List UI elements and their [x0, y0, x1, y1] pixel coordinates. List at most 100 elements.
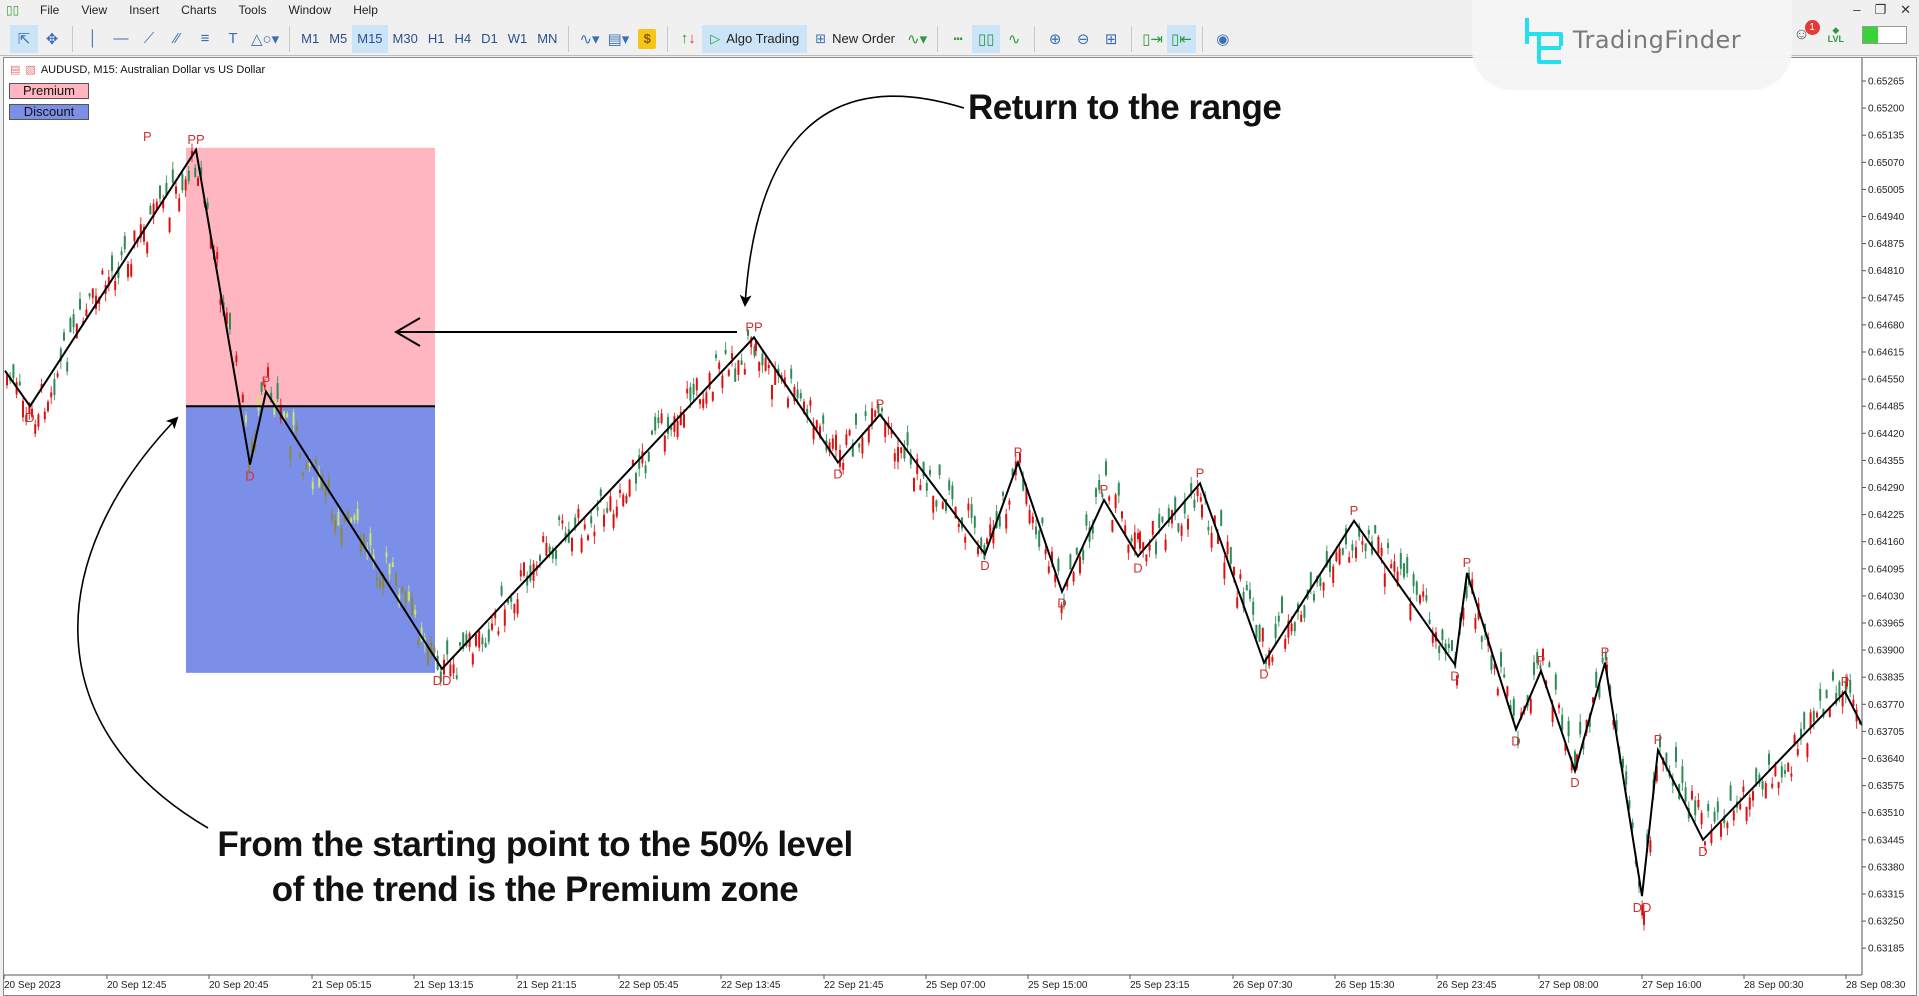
- price-tick: 0.65200: [1868, 104, 1905, 115]
- play-icon: ▷: [710, 30, 721, 46]
- premium-legend-button[interactable]: Premium: [9, 83, 89, 99]
- new-order-button[interactable]: ⊞ New Order: [815, 30, 896, 47]
- dollar-icon[interactable]: $: [633, 25, 661, 53]
- price-tick: 0.63640: [1868, 754, 1905, 765]
- text-icon[interactable]: T: [228, 30, 238, 47]
- timeframe-m30[interactable]: M30: [392, 31, 418, 46]
- chart-list-icon[interactable]: ▤: [10, 64, 21, 76]
- vertical-line-icon[interactable]: │: [88, 30, 98, 47]
- toolbar-separator: [667, 25, 669, 52]
- crosshair-icon[interactable]: ✥: [45, 30, 59, 48]
- trendline-icon[interactable]: ⟋: [143, 30, 155, 47]
- indicators-icon[interactable]: ∿▾: [579, 30, 600, 48]
- price-tick: 0.64550: [1868, 375, 1905, 386]
- templates-icon[interactable]: ▤▾: [607, 30, 630, 48]
- time-tick: 22 Sep 13:45: [721, 980, 781, 991]
- peak-label: P: [1463, 555, 1472, 570]
- restore-icon[interactable]: ❐: [1874, 2, 1887, 17]
- tile-windows-icon[interactable]: ⊞: [1104, 30, 1118, 48]
- candlestick-icon[interactable]: ▯▯: [972, 24, 1001, 53]
- price-tick: 0.64030: [1868, 591, 1905, 602]
- timeframe-mn[interactable]: MN: [537, 31, 558, 46]
- new-order-icon: ⊞: [815, 30, 827, 46]
- toolbar-separator: [1131, 25, 1133, 52]
- dip-label: D: [980, 558, 989, 573]
- price-tick: 0.65070: [1868, 158, 1905, 169]
- account-tools: ☺ 1 ◆ LVL: [1793, 20, 1907, 44]
- time-tick: 27 Sep 16:00: [1642, 980, 1702, 991]
- timeframe-h4[interactable]: H4: [454, 31, 472, 46]
- autoscroll-icon[interactable]: ▯⇥: [1142, 30, 1163, 48]
- menu-bar: ▯▯ File View Insert Charts Tools Window …: [0, 0, 1919, 20]
- return-to-range-annotation: Return to the range: [968, 88, 1282, 127]
- brand-name: TradingFinder: [1572, 26, 1742, 54]
- menu-window[interactable]: Window: [288, 3, 332, 17]
- screenshot-icon[interactable]: ◉: [1216, 30, 1230, 48]
- timeframe-h1[interactable]: H1: [427, 31, 445, 46]
- time-tick: 26 Sep 15:30: [1335, 980, 1395, 991]
- signals-icon[interactable]: ∿▾: [907, 30, 928, 48]
- level-icon[interactable]: ◆ LVL: [1827, 25, 1844, 44]
- timeframe-m5[interactable]: M5: [329, 31, 348, 46]
- peak-label: P: [262, 374, 271, 389]
- dip-label: D: [1698, 844, 1707, 859]
- time-tick: 28 Sep 08:30: [1846, 980, 1906, 991]
- window-controls: – ❐ ✕: [1853, 2, 1911, 18]
- menu-insert[interactable]: Insert: [129, 3, 160, 17]
- channel-icon[interactable]: ⁄⁄: [174, 30, 180, 47]
- peak-label: P: [1537, 653, 1546, 668]
- menu-charts[interactable]: Charts: [181, 3, 217, 17]
- dip-label: D: [1450, 669, 1459, 684]
- price-tick: 0.64745: [1868, 293, 1905, 304]
- menu-help[interactable]: Help: [353, 3, 378, 17]
- time-tick: 22 Sep 05:45: [619, 980, 679, 991]
- timeframe-w1[interactable]: W1: [507, 31, 528, 46]
- time-tick: 26 Sep 23:45: [1437, 980, 1497, 991]
- svg-text:P: P: [143, 129, 152, 144]
- tradingfinder-watermark: TradingFinder: [1472, 0, 1792, 90]
- price-tick: 0.64355: [1868, 456, 1905, 467]
- timeframe-m1[interactable]: M1: [301, 31, 320, 46]
- price-tick: 0.63835: [1868, 673, 1905, 684]
- close-icon[interactable]: ✕: [1900, 2, 1911, 17]
- shapes-icon[interactable]: △○▾: [251, 30, 280, 48]
- price-tick: 0.63770: [1868, 700, 1905, 711]
- price-tick: 0.64420: [1868, 429, 1905, 440]
- toolbar-separator: [1034, 25, 1036, 52]
- bar-chart-icon[interactable]: ┅: [953, 30, 963, 48]
- toolbar-separator: [568, 25, 570, 52]
- time-tick: 20 Sep 2023: [4, 980, 61, 991]
- discount-legend-button[interactable]: Discount: [9, 104, 89, 120]
- peak-label: P: [1841, 674, 1850, 689]
- peak-label: P: [1014, 444, 1023, 459]
- price-tick: 0.64810: [1868, 266, 1905, 277]
- buy-sell-icon[interactable]: ↑ ↓: [680, 30, 696, 47]
- cursor-icon[interactable]: ⇱: [10, 24, 38, 53]
- menu-view[interactable]: View: [81, 3, 108, 17]
- horizontal-line-icon[interactable]: —: [113, 30, 129, 47]
- line-chart-icon[interactable]: ∿: [1007, 30, 1021, 48]
- chart-shift-icon[interactable]: ▯⇤: [1166, 24, 1196, 53]
- dip-label: D: [1133, 560, 1142, 575]
- chart-properties-icon[interactable]: ▧: [25, 64, 36, 76]
- peak-label: PP: [745, 319, 762, 334]
- timeframe-d1[interactable]: D1: [481, 31, 498, 46]
- notifications-button[interactable]: ☺ 1: [1793, 20, 1820, 44]
- time-tick: 25 Sep 23:15: [1130, 980, 1190, 991]
- price-tick: 0.64940: [1868, 212, 1905, 223]
- price-tick: 0.63900: [1868, 646, 1905, 657]
- price-tick: 0.64290: [1868, 483, 1905, 494]
- menu-file[interactable]: File: [40, 3, 60, 17]
- time-tick: 21 Sep 05:15: [312, 980, 372, 991]
- minimize-icon[interactable]: –: [1853, 2, 1861, 17]
- fibonacci-icon[interactable]: ≡: [200, 30, 210, 47]
- zoom-out-icon[interactable]: ⊖: [1076, 30, 1090, 48]
- price-tick: 0.63315: [1868, 890, 1905, 901]
- timeframe-m15[interactable]: M15: [352, 24, 388, 53]
- zoom-in-icon[interactable]: ⊕: [1048, 30, 1062, 48]
- menu-tools[interactable]: Tools: [238, 3, 267, 17]
- algo-trading-button[interactable]: ▷ Algo Trading: [702, 24, 808, 53]
- price-tick: 0.63185: [1868, 944, 1905, 955]
- dip-label: DD: [433, 673, 452, 688]
